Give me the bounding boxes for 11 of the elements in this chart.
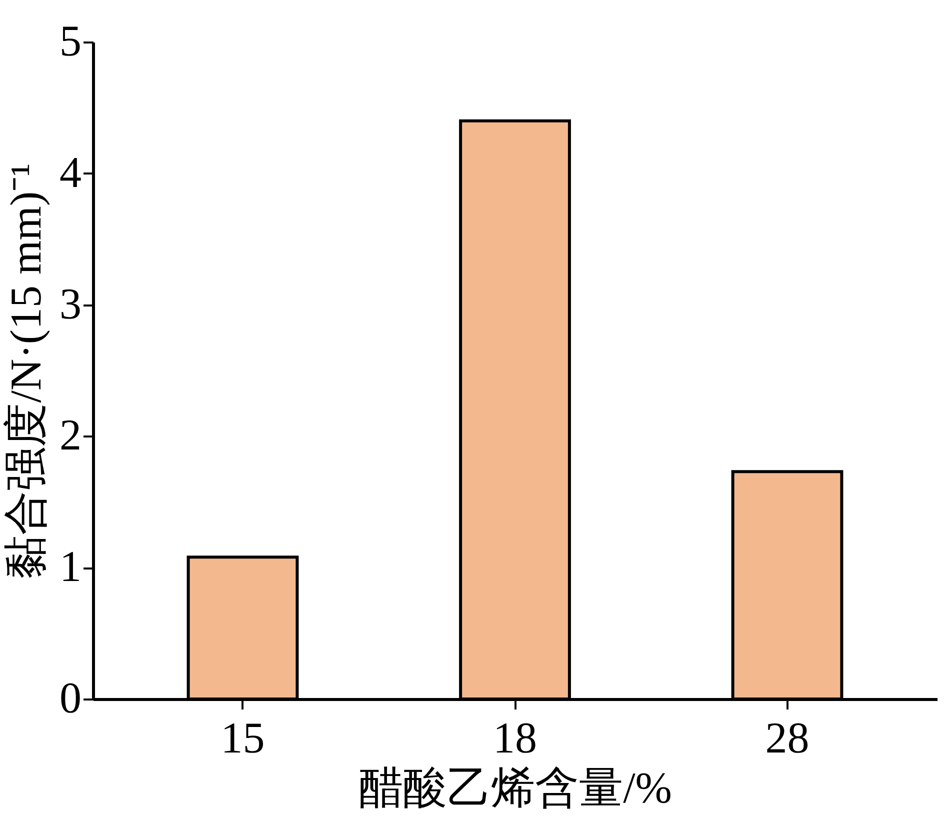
y-axis-title: 黏合强度/N·(15 mm)⁻¹ xyxy=(2,163,50,579)
y-tick-label: 5 xyxy=(60,16,82,66)
y-tick-label: 3 xyxy=(60,279,82,328)
x-axis-title: 醋酸乙烯含量/% xyxy=(359,764,672,812)
y-tick-label: 0 xyxy=(60,674,82,722)
x-tick-label: 18 xyxy=(493,714,537,762)
x-tick-label: 15 xyxy=(220,714,265,762)
y-tick-label: 4 xyxy=(60,148,82,197)
y-tick-label: 1 xyxy=(60,542,82,592)
y-tick-label: 2 xyxy=(60,410,82,460)
x-tick-label: 28 xyxy=(765,714,810,762)
